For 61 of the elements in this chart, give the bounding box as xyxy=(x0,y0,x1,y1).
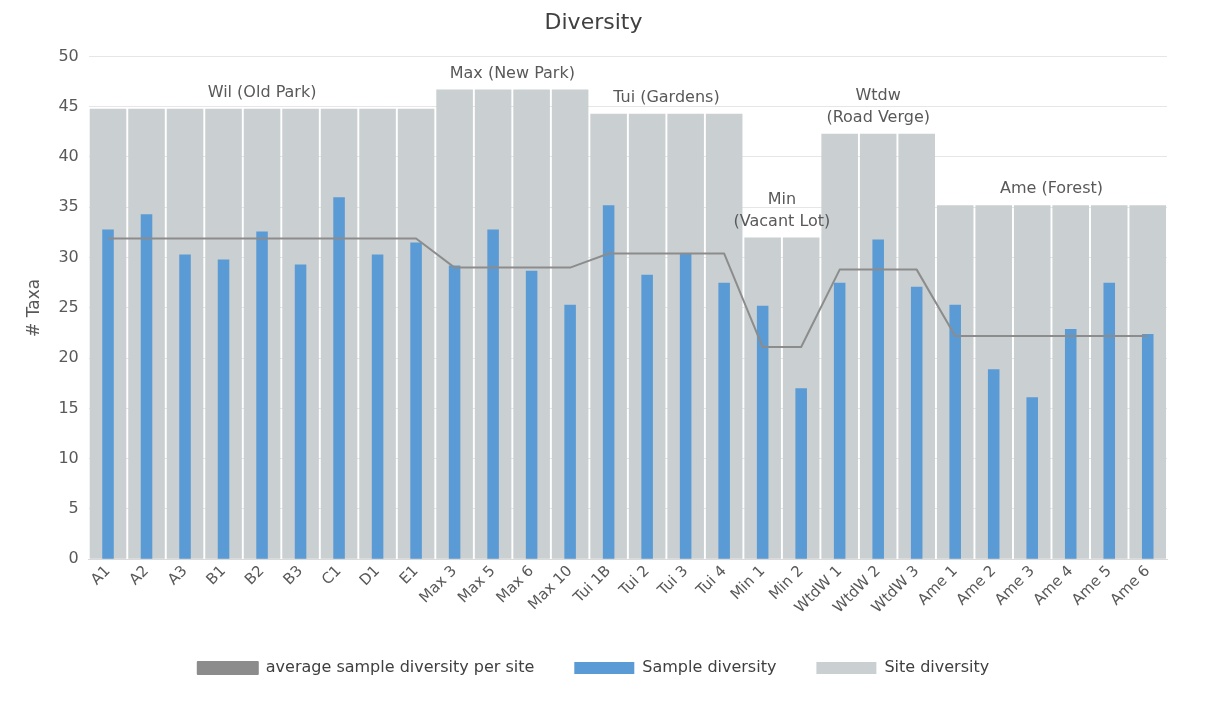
x-tick-label: E1 xyxy=(395,561,422,588)
x-tick-label: A2 xyxy=(125,561,153,589)
y-tick-label: 30 xyxy=(58,246,79,266)
bar xyxy=(1026,397,1038,559)
y-tick-label: 25 xyxy=(58,297,79,316)
x-tick-label: B2 xyxy=(240,561,268,589)
bar xyxy=(679,253,692,559)
y-tick-label: 10 xyxy=(58,447,79,467)
bar xyxy=(179,254,191,559)
bar xyxy=(641,274,653,559)
annotation: Wtdw (Road Verge) xyxy=(826,85,930,126)
annotation: Max (New Park) xyxy=(449,62,575,82)
bar xyxy=(949,304,961,559)
x-tick-label: D1 xyxy=(355,561,384,590)
chart-title: Diversity xyxy=(544,8,643,34)
bar xyxy=(333,197,345,559)
bar xyxy=(294,264,307,559)
x-tick-label: A1 xyxy=(86,561,114,589)
bar xyxy=(140,214,153,559)
bar xyxy=(1103,282,1116,559)
x-tick-label: B3 xyxy=(279,561,307,589)
x-tick-label: A3 xyxy=(163,561,191,589)
legend-label: Sample diversity xyxy=(642,657,777,677)
x-tick-label: B1 xyxy=(202,561,230,589)
y-tick-label: 20 xyxy=(58,347,79,367)
y-tick-label: 40 xyxy=(58,146,79,166)
y-tick-label: 0 xyxy=(68,548,79,568)
bar xyxy=(910,286,923,559)
bar xyxy=(371,254,384,559)
bar xyxy=(872,239,884,559)
bar xyxy=(448,265,461,559)
x-tick-label: Tui 2 xyxy=(614,561,653,600)
annotation: Ame (Forest) xyxy=(999,178,1103,198)
bar xyxy=(795,388,807,559)
bar xyxy=(525,270,538,559)
bar xyxy=(718,282,730,559)
x-tick-label: Tui 3 xyxy=(653,561,692,600)
annotation: Tui (Gardens) xyxy=(612,86,720,106)
y-tick-label: 15 xyxy=(58,397,79,417)
bar xyxy=(410,242,422,559)
y-tick-label: 50 xyxy=(58,45,79,65)
y-tick-label: 45 xyxy=(58,95,79,115)
bar xyxy=(102,229,114,559)
bar xyxy=(987,369,1000,559)
bar xyxy=(602,205,615,559)
x-tick-label: C1 xyxy=(317,561,345,589)
legend-label: average sample diversity per site xyxy=(265,657,535,677)
bar xyxy=(217,259,230,559)
y-tick-label: 35 xyxy=(58,196,79,216)
bar xyxy=(833,282,846,559)
y-tick-label: 5 xyxy=(68,498,79,518)
legend-label: Site diversity xyxy=(884,657,990,677)
bar xyxy=(487,229,499,559)
annotation: Wil (Old Park) xyxy=(207,81,317,101)
annotation: Min (Vacant Lot) xyxy=(733,188,831,230)
bar xyxy=(564,304,576,559)
bar xyxy=(1141,333,1154,559)
y-axis-title: # Taxa xyxy=(22,278,43,337)
bar xyxy=(1064,328,1077,559)
bar xyxy=(256,231,268,559)
bar xyxy=(756,305,769,559)
